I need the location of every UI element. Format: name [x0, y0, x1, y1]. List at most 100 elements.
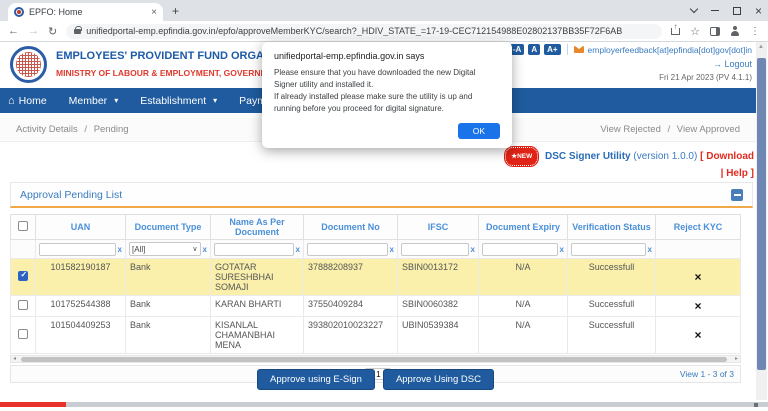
url-field[interactable]: unifiedportal-emp.epfindia.gov.in/epfo/a…: [66, 23, 663, 39]
scrollbar-thumb[interactable]: [21, 357, 727, 362]
lock-icon: [74, 25, 83, 34]
window-close-button[interactable]: ×: [754, 3, 762, 18]
collapse-panel-icon[interactable]: [731, 188, 743, 201]
tab-close-icon[interactable]: ×: [151, 6, 157, 18]
feedback-email: employerfeedback[at]epfindia[dot]gov[dot…: [587, 44, 752, 55]
expiry-filter-input[interactable]: [482, 242, 558, 256]
name-filter-input[interactable]: [214, 242, 294, 256]
grid-body: 101582190187 Bank GOTATAR SURESHBHAI SOM…: [10, 258, 741, 354]
select-all-checkbox[interactable]: [18, 221, 28, 231]
bottom-corner-icon: [754, 402, 758, 407]
star-icon: ★: [511, 153, 518, 160]
grid-header-row: UAN Document Type Name As Per Document D…: [10, 214, 741, 240]
font-default-button[interactable]: A: [528, 44, 541, 55]
page-vertical-scrollbar[interactable]: ▲: [756, 42, 767, 400]
window-menu-chevron-icon[interactable]: [689, 4, 699, 14]
clear-filter-icon[interactable]: x: [117, 244, 122, 254]
select-all-cell[interactable]: [10, 214, 36, 240]
reject-kyc-button[interactable]: ×: [655, 258, 741, 296]
grid-filter-row: x [All]x x x x x x: [10, 239, 741, 259]
table-row: 101582190187 Bank GOTATAR SURESHBHAI SOM…: [10, 258, 741, 296]
url-text[interactable]: unifiedportal-emp.epfindia.gov.in/epfo/a…: [86, 26, 623, 36]
scroll-left-icon[interactable]: ◂: [13, 356, 17, 362]
cell-document-type: Bank: [125, 295, 211, 317]
nav-establishment[interactable]: Establishment: [140, 95, 217, 107]
divider: [566, 44, 568, 55]
row-checkbox-cell[interactable]: [10, 258, 36, 296]
epfo-favicon-icon: [14, 7, 24, 17]
row-checkbox-cell[interactable]: [10, 316, 36, 354]
font-increase-button[interactable]: A+: [544, 44, 561, 55]
approve-esign-button[interactable]: Approve using E-Sign: [257, 369, 375, 390]
browser-address-bar: ← → ↻ unifiedportal-emp.epfindia.gov.in/…: [0, 21, 768, 42]
font-decrease-button[interactable]: -A: [509, 44, 525, 55]
new-tab-button[interactable]: +: [172, 4, 180, 18]
browser-alert-dialog: unifiedportal-emp.epfindia.gov.in says P…: [262, 42, 512, 148]
ifsc-filter-input[interactable]: [401, 242, 469, 256]
view-rejected-link[interactable]: View Rejected: [600, 124, 661, 135]
row-checkbox[interactable]: [18, 300, 28, 310]
ministry-name: MINISTRY OF LABOUR & EMPLOYMENT, GOVERNM…: [56, 68, 325, 78]
bracket: ]: [750, 168, 754, 179]
cell-verification-status: Successfull: [567, 316, 656, 354]
approve-dsc-button[interactable]: Approve Using DSC: [382, 369, 494, 390]
dsc-utility-title: DSC Signer Utility: [545, 151, 631, 162]
date-version: Fri 21 Apr 2023 (PV 4.1.1): [659, 73, 752, 82]
row-checkbox[interactable]: [18, 329, 28, 339]
document-no-filter-input[interactable]: [307, 242, 388, 256]
col-document-type: Document Type: [125, 214, 211, 240]
status-filter-input[interactable]: [571, 242, 646, 256]
col-name: Name As Per Document: [210, 214, 304, 240]
share-icon[interactable]: [671, 22, 681, 35]
table-row: 101752544388 Bank KARAN BHARTI 375504092…: [10, 295, 741, 317]
breadcrumb: Activity Details / Pending: [14, 124, 131, 135]
reject-kyc-button[interactable]: ×: [655, 316, 741, 354]
clear-filter-icon[interactable]: x: [295, 244, 300, 254]
profile-avatar-icon[interactable]: [730, 26, 740, 36]
side-panel-icon[interactable]: [710, 26, 720, 36]
cell-verification-status: Successfull: [567, 295, 656, 317]
clear-filter-icon[interactable]: x: [202, 244, 207, 254]
scrollbar-thumb[interactable]: [757, 58, 766, 370]
col-reject-kyc: Reject KYC: [655, 214, 741, 240]
view-approved-link[interactable]: View Approved: [676, 124, 740, 135]
cell-verification-status: Successfull: [567, 258, 656, 296]
reject-kyc-button[interactable]: ×: [655, 295, 741, 317]
back-icon[interactable]: ←: [8, 25, 19, 37]
scroll-up-icon[interactable]: ▲: [758, 44, 764, 50]
reload-icon[interactable]: ↻: [48, 25, 58, 38]
breadcrumb-activity-details[interactable]: Activity Details: [16, 124, 78, 135]
bookmark-star-icon[interactable]: ☆: [690, 25, 700, 38]
uan-filter-input[interactable]: [39, 242, 116, 256]
clear-filter-icon[interactable]: x: [559, 244, 564, 254]
nav-member[interactable]: Member: [69, 95, 119, 107]
browser-menu-icon[interactable]: ⋮: [750, 25, 760, 37]
forward-icon[interactable]: →: [28, 25, 39, 37]
clear-filter-icon[interactable]: x: [389, 244, 394, 254]
nav-home[interactable]: ⌂ Home: [8, 94, 47, 107]
document-type-filter-select[interactable]: [All]: [129, 242, 201, 256]
cell-document-no: 393802010023227: [303, 316, 398, 354]
scroll-right-icon[interactable]: ▸: [734, 356, 738, 362]
browser-tab[interactable]: EPFO: Home ×: [8, 3, 163, 21]
row-checkbox-cell[interactable]: [10, 295, 36, 317]
help-link[interactable]: Help: [726, 168, 748, 179]
browser-tab-strip: EPFO: Home × + ×: [0, 0, 768, 21]
approval-actions: Approve using E-Sign Approve Using DSC: [10, 369, 741, 390]
clear-filter-icon[interactable]: x: [470, 244, 475, 254]
cell-name: KISANLAL CHAMANBHAI MENA: [210, 316, 304, 354]
dialog-message-line1: Please ensure that you have downloaded t…: [274, 68, 476, 89]
grid-horizontal-scrollbar[interactable]: ◂ ▸: [10, 355, 741, 363]
ok-button[interactable]: OK: [457, 123, 500, 139]
download-link[interactable]: Download: [706, 151, 754, 162]
window-maximize-button[interactable]: [732, 6, 741, 15]
row-checkbox[interactable]: [18, 270, 28, 281]
clear-filter-icon[interactable]: x: [647, 244, 652, 254]
cell-uan: 101752544388: [35, 295, 126, 317]
cell-document-no: 37888208937: [303, 258, 398, 296]
window-minimize-button[interactable]: [710, 9, 719, 12]
logout-icon: →: [712, 59, 722, 69]
logout-link[interactable]: Logout: [724, 59, 752, 69]
col-document-no: Document No: [303, 214, 398, 240]
cell-document-type: Bank: [125, 316, 211, 354]
